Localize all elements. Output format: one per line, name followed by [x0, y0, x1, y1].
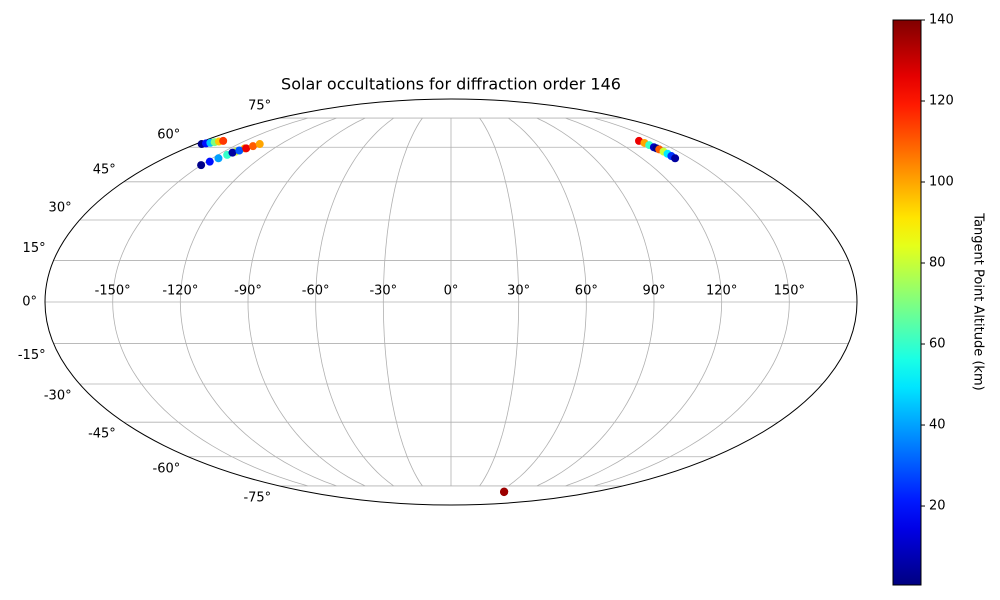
x-tick-label: 60°: [575, 284, 598, 299]
point: [242, 144, 251, 153]
x-tick-label: 30°: [507, 284, 530, 299]
x-tick-label: 0°: [444, 284, 459, 299]
colorbar: [892, 19, 922, 586]
y-tick-label: 60°: [157, 128, 180, 143]
y-tick-label: 45°: [93, 162, 116, 177]
point: [500, 487, 509, 496]
y-tick-label: -30°: [44, 389, 72, 404]
point: [197, 161, 206, 170]
colorbar-tick-label: 40: [929, 418, 946, 433]
y-tick-label: -15°: [18, 348, 46, 363]
point: [205, 157, 214, 166]
point: [255, 140, 264, 149]
y-tick-label: 15°: [23, 241, 46, 256]
y-tick-label: -60°: [153, 461, 181, 476]
point: [235, 146, 244, 155]
colorbar-label: Tangent Point Altitude (km): [971, 212, 986, 390]
x-tick-label: 120°: [706, 284, 737, 299]
point: [228, 148, 237, 157]
point: [219, 136, 228, 145]
chart-title: Solar occultations for diffraction order…: [281, 75, 621, 94]
x-tick-label: -90°: [234, 284, 262, 299]
x-tick-label: -150°: [95, 284, 131, 299]
x-tick-label: -120°: [162, 284, 198, 299]
colorbar-tick-label: 80: [929, 256, 946, 271]
colorbar-tick-label: 20: [929, 499, 946, 514]
x-tick-label: -30°: [369, 284, 397, 299]
colorbar-tick-label: 140: [929, 13, 954, 28]
y-tick-label: -75°: [243, 490, 271, 505]
point: [248, 142, 257, 151]
y-tick-label: 75°: [248, 99, 271, 114]
point: [214, 154, 223, 163]
y-tick-label: 0°: [22, 295, 37, 310]
colorbar-tick-label: 100: [929, 175, 954, 190]
grid: [45, 117, 857, 487]
y-tick-label: -45°: [88, 427, 116, 442]
x-tick-label: 150°: [774, 284, 805, 299]
map-border: [44, 98, 858, 506]
y-tick-label: 30°: [49, 200, 72, 215]
point: [671, 154, 680, 163]
colorbar-tick-label: 120: [929, 94, 954, 109]
x-tick-label: -60°: [302, 284, 330, 299]
colorbar-tick-label: 60: [929, 337, 946, 352]
x-tick-label: 90°: [642, 284, 665, 299]
points: [197, 136, 680, 497]
